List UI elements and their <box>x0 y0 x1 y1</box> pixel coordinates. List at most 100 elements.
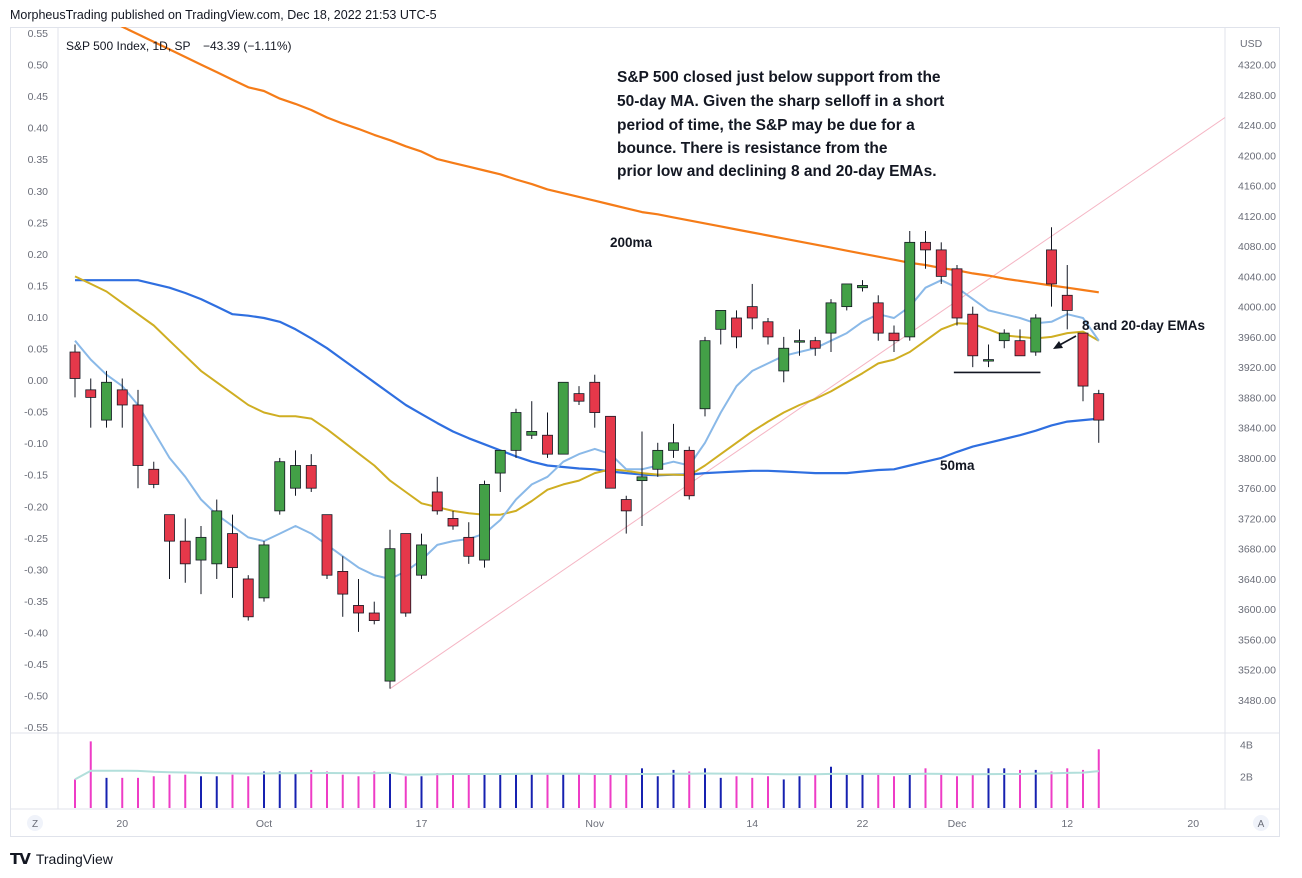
volume-ma-line <box>74 769 1099 781</box>
left-tick-label: -0.40 <box>24 627 48 639</box>
price-tick-label: 3840.00 <box>1238 423 1276 435</box>
candle-body <box>116 389 128 406</box>
left-tick-label: -0.05 <box>24 407 48 419</box>
price-axis[interactable]: 4320.00 4280.00 4240.00 4200.00 4160.00 4120.… <box>1238 60 1276 707</box>
left-tick-label: 0.40 <box>28 123 49 135</box>
candle-body <box>463 536 475 557</box>
left-tick-label: -0.30 <box>24 564 48 576</box>
trendline-layer <box>389 117 1226 690</box>
candle-body <box>857 285 868 289</box>
candle-body <box>353 605 364 614</box>
price-tick-label: 4160.00 <box>1238 181 1276 193</box>
candle-body <box>872 302 884 334</box>
chart-canvas[interactable]: 0.55 0.50 0.45 0.40 0.35 0.30 0.25 0.20 0.15 0.10… <box>10 3 1280 837</box>
candle-body <box>101 381 112 421</box>
moving-averages <box>74 3 1100 580</box>
candle-body <box>825 302 837 334</box>
price-tick-label: 4200.00 <box>1238 150 1276 162</box>
auto-scale-left-button[interactable]: Z <box>27 815 43 831</box>
price-tick-label: 3720.00 <box>1238 513 1276 525</box>
candle-body <box>479 484 490 561</box>
price-tick-label: 3480.00 <box>1238 695 1276 707</box>
candle-body <box>416 544 427 576</box>
candle-body <box>179 540 191 565</box>
candle-body <box>998 332 1010 342</box>
time-tick-label: 20 <box>1187 818 1199 830</box>
candle-body <box>211 510 223 565</box>
candle-body <box>746 306 758 319</box>
candle-body <box>636 476 648 482</box>
left-tick-label: 0.45 <box>28 91 49 103</box>
price-tick-label: 3520.00 <box>1238 665 1276 677</box>
candle-body <box>951 268 963 319</box>
note-line-5: prior low and declining 8 and 20-day EMA… <box>617 163 937 180</box>
volume-tick-label: 4B <box>1240 740 1253 752</box>
candle-body <box>557 381 569 455</box>
candle-body <box>400 533 412 614</box>
legend-symbol[interactable]: S&P 500 Index, 1D, SP <box>66 39 191 53</box>
left-tick-label: -0.15 <box>24 470 48 482</box>
time-tick-label: 17 <box>416 818 428 830</box>
candle-body <box>983 359 994 362</box>
volume-bars <box>74 741 1100 808</box>
candle-body <box>1046 249 1057 285</box>
candle-body <box>526 431 538 436</box>
price-tick-label: 3560.00 <box>1238 634 1276 646</box>
ma50-label: 50ma <box>940 458 975 473</box>
candle-body <box>164 514 175 542</box>
candle-body <box>715 310 727 330</box>
candle-body <box>195 536 207 561</box>
candle-body <box>510 412 522 451</box>
ema-arrow-icon <box>1053 335 1077 349</box>
note-line-3: period of time, the S&P may be due for a <box>617 117 915 134</box>
candle-body <box>809 340 821 349</box>
price-tick-label: 3800.00 <box>1238 453 1276 465</box>
left-tick-label: -0.35 <box>24 596 48 608</box>
candle-body <box>620 499 632 512</box>
left-tick-label: -0.50 <box>24 691 48 703</box>
left-tick-label: 0.25 <box>28 217 49 229</box>
left-tick-label: 0.55 <box>28 28 49 40</box>
candle-body <box>368 612 380 621</box>
time-tick-label: 22 <box>857 818 869 830</box>
candle-body <box>935 249 947 277</box>
left-tick-label: -0.45 <box>24 659 48 671</box>
time-tick-label: Nov <box>585 818 604 830</box>
candle-body <box>1030 317 1042 353</box>
trendline <box>389 117 1226 690</box>
candle-body <box>888 332 900 342</box>
time-tick-label: 14 <box>746 818 758 830</box>
price-tick-label: 3880.00 <box>1238 392 1276 404</box>
price-tick-label: 4280.00 <box>1238 90 1276 102</box>
candle-body <box>841 283 853 308</box>
chart-border <box>10 27 1280 837</box>
auto-scale-right-button[interactable]: A <box>1253 815 1269 831</box>
left-tick-label: 0.30 <box>28 186 49 198</box>
legend-change: −43.39 (−1.11%) <box>203 39 292 53</box>
left-axis: 0.55 0.50 0.45 0.40 0.35 0.30 0.25 0.20 0.15 0.10… <box>24 28 48 734</box>
tradingview-branding[interactable]: 𝗧𝗩 TradingView <box>10 850 113 868</box>
price-tick-label: 4320.00 <box>1238 60 1276 72</box>
left-tick-label: 0.15 <box>28 280 49 292</box>
chart-frame[interactable]: 0.55 0.50 0.45 0.40 0.35 0.30 0.25 0.20 0.15 0.10… <box>10 3 1280 837</box>
candle-body <box>494 449 506 474</box>
price-tick-label: 4000.00 <box>1238 302 1276 314</box>
note-line-1: S&P 500 closed just below support from t… <box>617 69 941 86</box>
tradingview-logo-icon: 𝗧𝗩 <box>10 851 31 868</box>
time-axis[interactable]: 20Oct17Nov1422Dec12202023 <box>116 818 1280 830</box>
candle-body <box>69 351 81 379</box>
candle-body <box>794 340 805 343</box>
candle-body <box>683 449 695 497</box>
ma200-line <box>74 3 1099 294</box>
candle-body <box>573 393 585 402</box>
candle-body <box>904 241 916 338</box>
candle-body <box>699 340 711 410</box>
time-tick-label: 20 <box>116 818 128 830</box>
price-tick-label: 3960.00 <box>1238 332 1276 344</box>
candle-body <box>321 514 333 576</box>
brand-name: TradingView <box>35 851 113 867</box>
candle-body <box>85 389 97 398</box>
left-tick-label: -0.20 <box>24 501 48 513</box>
ema8-line <box>74 279 1100 580</box>
ema-label: 8 and 20-day EMAs <box>1082 318 1205 333</box>
